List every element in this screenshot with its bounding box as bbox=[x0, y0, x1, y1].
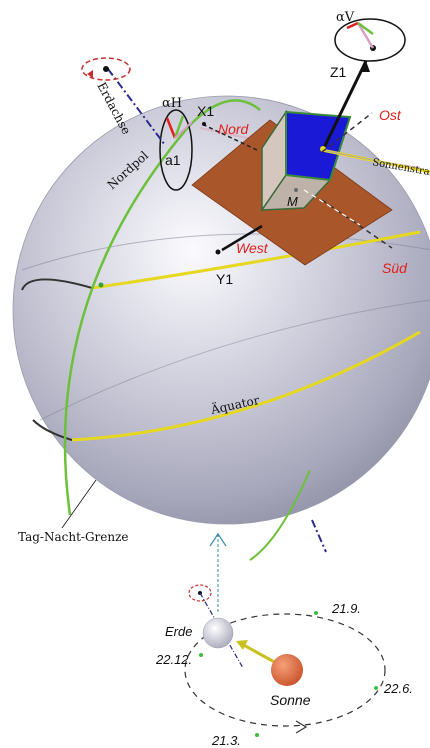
point-22-12 bbox=[199, 653, 203, 657]
y1-axis bbox=[221, 224, 263, 252]
label-west: West bbox=[236, 240, 269, 256]
y1-dot bbox=[215, 249, 221, 255]
label-ost: Ost bbox=[379, 107, 402, 123]
alpha-v-red bbox=[346, 21, 359, 30]
label-m: M bbox=[287, 194, 298, 209]
z1-arrowhead bbox=[359, 61, 370, 72]
latitude-circle-dark bbox=[21, 278, 93, 291]
label-alpha-h: αH bbox=[162, 96, 182, 111]
view-connector-arrow bbox=[209, 532, 227, 547]
earth-axis-rotation-ellipse bbox=[81, 57, 131, 81]
earth-axis-bottom bbox=[311, 519, 327, 553]
alpha-v-ellipse bbox=[334, 18, 406, 62]
label-y1: Y1 bbox=[216, 271, 233, 287]
day-night-boundary bbox=[63, 99, 261, 516]
m-point bbox=[294, 188, 298, 192]
label-x1: X1 bbox=[197, 103, 214, 119]
sunlight-arrowhead bbox=[236, 640, 248, 650]
equator-yellow bbox=[71, 330, 421, 442]
label-date-21-3: 21.3. bbox=[211, 733, 241, 748]
sunlight-arrow bbox=[239, 641, 279, 666]
label-a1: a1 bbox=[165, 152, 181, 168]
equator-dark bbox=[32, 419, 73, 441]
label-sonne: Sonne bbox=[270, 692, 311, 708]
x1-axis bbox=[203, 124, 258, 151]
alpha-v-green bbox=[357, 21, 374, 36]
orbit-arrow bbox=[295, 720, 308, 734]
z1-axis bbox=[320, 60, 368, 153]
alpha-h-pink bbox=[174, 121, 193, 139]
small-axis-rotation bbox=[188, 584, 212, 602]
label-tag-nacht-grenze: Tag-Nacht-Grenze bbox=[18, 530, 129, 544]
sun-ray-overlay bbox=[321, 149, 393, 165]
latitude-circle-yellow bbox=[91, 230, 421, 290]
label-z1: Z1 bbox=[330, 64, 347, 80]
alpha-h-red bbox=[165, 117, 177, 139]
parallel-back-lower bbox=[39, 299, 430, 421]
label-erde: Erde bbox=[165, 624, 192, 639]
sun bbox=[271, 654, 303, 686]
point-21-3 bbox=[255, 733, 259, 737]
south-axis-white bbox=[303, 189, 361, 226]
small-earth bbox=[202, 617, 234, 649]
boundary-pointer bbox=[61, 479, 97, 529]
label-date-21-9: 21.9. bbox=[331, 601, 361, 616]
east-axis bbox=[321, 112, 373, 153]
alpha-v-pink bbox=[356, 22, 375, 49]
label-alpha-v: αV bbox=[336, 10, 355, 25]
label-nord: Nord bbox=[218, 121, 250, 137]
x1-dot bbox=[202, 122, 206, 126]
orbit-ellipse bbox=[184, 613, 386, 727]
label-date-22-12: 22.12. bbox=[155, 652, 192, 667]
point-21-9 bbox=[314, 611, 318, 615]
alpha-h-green bbox=[173, 115, 185, 139]
label-date-22-6: 22.6. bbox=[383, 681, 413, 696]
earth-axis-rotation-arrow bbox=[87, 70, 93, 78]
point-22-6 bbox=[374, 686, 378, 690]
boundary-point bbox=[98, 282, 104, 288]
day-night-boundary-lower bbox=[249, 469, 311, 561]
earth-axis-top-dot bbox=[103, 66, 109, 72]
alpha-h-ellipse bbox=[159, 109, 193, 191]
label-sued: Süd bbox=[382, 260, 408, 276]
